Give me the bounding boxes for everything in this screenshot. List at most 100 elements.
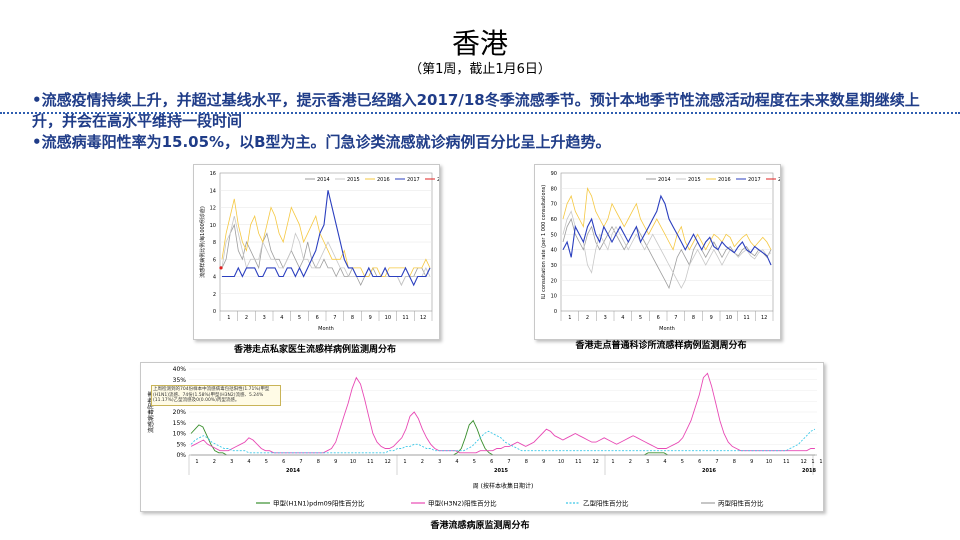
series-line-1: [190, 372, 815, 454]
x-tick-label: 9: [369, 315, 372, 321]
y-tick-label: 0: [554, 309, 557, 315]
y-tick-label: 20: [551, 278, 557, 284]
x-tick-label: 1: [227, 315, 230, 321]
bullet-item: •流感疫情持续上升，并超过基线水平，提示香港已经踏入2017/18冬季流感季节。…: [32, 91, 920, 130]
x-tick-label: 5: [298, 315, 301, 321]
x-tick-label: 2: [213, 459, 216, 465]
x-tick-label: 8: [733, 459, 736, 465]
annotation-box: 上周检测到的704份样本中流感病毒包括阳性(1.71%)甲型(H1N1)流感、7…: [151, 385, 281, 406]
chart-panel-gop-clinics: 0 10 20 30 40 50 60 70 80 90 1 2 3 4 5 6 7 8 9 10 11 12 Month I…: [534, 164, 791, 340]
y-axis-label: 流感病毒阳性率: [147, 391, 155, 433]
x-tick-label: 7: [507, 459, 510, 465]
x-tick-label: 11: [743, 315, 749, 321]
y-tick-label: 10: [210, 223, 216, 229]
x-tick-label: 3: [230, 459, 233, 465]
legend-label: 2015: [688, 177, 701, 183]
legend-label: 2017: [748, 177, 761, 183]
x-tick-label: 7: [674, 315, 677, 321]
x-tick-label: 3: [646, 459, 649, 465]
page-title: 香港: [451, 27, 508, 60]
legend-label: 2018: [437, 177, 439, 183]
chart-panel-private-doctors: 0 2 4 6 8 10 12 14 16 1 2 3 4 5 6 7 8 9 10 11 12 Month 流感样病例比例…: [193, 164, 450, 340]
x-tick-label: 11: [402, 315, 408, 321]
x-tick-label: 12: [592, 459, 598, 465]
x-tick-label: 4: [621, 315, 624, 321]
legend-label: 2017: [407, 177, 420, 183]
x-tick-label: 7: [333, 315, 336, 321]
bullet-list: •流感疫情持续上升，并超过基线水平，提示香港已经踏入2017/18冬季流感季节。…: [32, 90, 932, 153]
x-tick-label: 4: [247, 459, 250, 465]
y-tick-label: 2: [213, 292, 216, 298]
dotted-divider: [0, 112, 960, 114]
data-point-2018: [219, 266, 223, 270]
x-tick-label: 6: [490, 459, 493, 465]
y-tick-label: 4: [213, 275, 216, 281]
x-tick-label: 10: [350, 459, 356, 465]
legend-label: 2016: [718, 177, 731, 183]
y-tick-label: 35%: [173, 377, 187, 384]
y-tick-label: 10%: [173, 431, 187, 438]
x-tick-label: 5: [473, 459, 476, 465]
y-axis-label: 流感样病例比例(每1000例诊症): [199, 206, 206, 278]
y-tick-label: 30: [551, 263, 557, 269]
x-tick-label: 9: [542, 459, 545, 465]
legend-label: 丙型阳性百分比: [718, 499, 764, 508]
legend-label: 2016: [377, 177, 390, 183]
page-subtitle: （第1周，截止1月6日）: [409, 62, 551, 77]
x-tick-label: 8: [317, 459, 320, 465]
x-tick-label: 6: [698, 459, 701, 465]
x-tick-label: 11: [575, 459, 581, 465]
x-axis-label: Month: [659, 326, 675, 332]
year-label: 2016: [702, 468, 716, 474]
x-tick-label: 10: [766, 459, 772, 465]
x-tick-label: 9: [750, 459, 753, 465]
y-tick-label: 16: [210, 171, 216, 177]
x-tick-label: 1: [819, 459, 822, 465]
y-tick-label: 14: [210, 188, 216, 194]
x-tick-label: 1: [811, 459, 814, 465]
x-tick-label: 6: [657, 315, 660, 321]
y-tick-label: 15%: [173, 420, 187, 427]
chart-caption: 香港走点私家医生流感样病例监测周分布: [233, 345, 396, 355]
x-tick-label: 1: [403, 459, 406, 465]
y-axis-label: ILI consultation rate (per 1 000 consult…: [541, 185, 547, 299]
y-tick-label: 70: [551, 202, 557, 208]
y-tick-label: 0: [213, 309, 216, 315]
x-tick-label: 3: [604, 315, 607, 321]
x-tick-label: 11: [783, 459, 789, 465]
y-tick-label: 5%: [176, 441, 186, 448]
series-line-2014: [562, 217, 772, 290]
y-tick-label: 40%: [173, 366, 187, 373]
y-tick-label: 12: [210, 206, 216, 212]
x-tick-label: 5: [681, 459, 684, 465]
x-tick-label: 5: [639, 315, 642, 321]
x-tick-label: 9: [334, 459, 337, 465]
year-label: 2018: [802, 468, 816, 474]
chart-caption: 香港走点普通科诊所流感样病例监测周分布: [575, 341, 747, 351]
x-tick-label: 6: [282, 459, 285, 465]
x-tick-label: 2: [586, 315, 589, 321]
x-tick-label: 12: [761, 315, 767, 321]
y-tick-label: 20%: [173, 409, 187, 416]
y-tick-label: 40: [551, 248, 557, 254]
x-tick-label: 2: [629, 459, 632, 465]
year-label: 2015: [494, 468, 508, 474]
y-tick-label: 8: [213, 240, 216, 246]
y-tick-label: 10: [551, 294, 557, 300]
x-tick-label: 10: [385, 315, 391, 321]
x-tick-label: 9: [710, 315, 713, 321]
x-axis-label: Month: [318, 326, 334, 332]
y-tick-label: 90: [551, 171, 557, 177]
legend-label: 2014: [658, 177, 671, 183]
series-line-2: [190, 428, 816, 454]
x-tick-label: 12: [800, 459, 806, 465]
x-tick-label: 12: [384, 459, 390, 465]
x-tick-label: 7: [299, 459, 302, 465]
legend-label: 甲型(H1N1)pdm09阳性百分比: [273, 499, 365, 508]
y-tick-label: 80: [551, 186, 557, 192]
x-tick-label: 5: [265, 459, 268, 465]
annotation-text: 上周检测到的704份样本中流感病毒包括阳性(1.71%)甲型(H1N1)流感、7…: [151, 385, 281, 406]
x-tick-label: 8: [525, 459, 528, 465]
